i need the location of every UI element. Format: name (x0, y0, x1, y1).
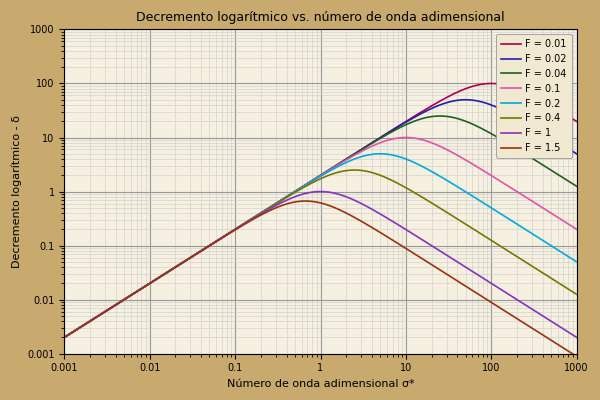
F = 0.2 (61, 335, 68, 340)
Line: F = 0.01: F = 0.01 (64, 84, 577, 337)
F = 1 (368, 207, 375, 212)
F = 0.4 (257, 211, 264, 216)
F = 1.5 (573, 354, 580, 359)
F = 1.5 (257, 213, 264, 218)
F = 1 (61, 335, 68, 340)
F = 0.02 (394, 125, 401, 130)
Legend: F = 0.01, F = 0.02, F = 0.04, F = 0.1, F = 0.2, F = 0.4, F = 1, F = 1.5: F = 0.01, F = 0.02, F = 0.04, F = 0.1, F… (496, 34, 572, 158)
Title: Decremento logarítmico vs. número de onda adimensional: Decremento logarítmico vs. número de ond… (136, 11, 505, 24)
Line: F = 0.2: F = 0.2 (64, 154, 577, 337)
F = 0.2 (443, 178, 451, 183)
F = 1.5 (154, 276, 161, 281)
Line: F = 0.4: F = 0.4 (64, 170, 577, 337)
F = 0.1 (368, 144, 375, 149)
F = 0.01 (61, 335, 68, 340)
F = 0.02 (443, 100, 450, 105)
F = 0.1 (394, 136, 401, 140)
F = 0.1 (482, 170, 489, 174)
F = 0.04 (482, 128, 489, 133)
F = 0.2 (377, 151, 384, 156)
F = 0.01 (443, 95, 450, 100)
X-axis label: Número de onda adimensional σ*: Número de onda adimensional σ* (227, 379, 415, 389)
Y-axis label: Decremento logarítmico - δ: Decremento logarítmico - δ (11, 115, 22, 268)
Line: F = 0.1: F = 0.1 (64, 138, 577, 337)
F = 1 (443, 253, 451, 258)
F = 0.01 (482, 81, 489, 86)
F = 0.04 (154, 276, 161, 281)
F = 0.04 (394, 126, 401, 131)
F = 1.5 (302, 199, 309, 204)
F = 0.2 (154, 276, 161, 281)
F = 0.1 (573, 227, 580, 232)
F = 0.01 (394, 124, 401, 129)
F = 1.5 (368, 225, 375, 230)
F = 0.02 (462, 97, 469, 102)
F = 0.1 (443, 147, 451, 152)
F = 0.4 (368, 170, 375, 175)
F = 0.01 (257, 211, 264, 216)
F = 0.1 (257, 211, 264, 216)
F = 1 (257, 212, 264, 217)
F = 0.4 (351, 168, 358, 172)
F = 0.02 (61, 335, 68, 340)
F = 0.04 (436, 114, 443, 118)
F = 0.2 (368, 152, 375, 157)
F = 0.04 (257, 211, 264, 216)
F = 1 (573, 335, 580, 340)
F = 0.01 (368, 140, 375, 145)
F = 0.2 (573, 260, 580, 264)
F = 0.04 (443, 114, 451, 119)
Line: F = 1.5: F = 1.5 (64, 201, 577, 356)
F = 1.5 (394, 241, 401, 246)
F = 0.02 (573, 152, 580, 156)
F = 1 (482, 277, 489, 282)
F = 0.04 (368, 141, 375, 146)
F = 1 (394, 222, 401, 227)
F = 1 (317, 189, 324, 194)
F = 0.02 (154, 276, 161, 281)
F = 1.5 (443, 272, 451, 276)
F = 0.1 (61, 335, 68, 340)
F = 0.02 (368, 141, 375, 146)
F = 0.04 (573, 184, 580, 189)
F = 0.1 (403, 135, 410, 140)
Line: F = 1: F = 1 (64, 192, 577, 337)
F = 0.2 (482, 202, 489, 207)
F = 0.4 (61, 335, 68, 340)
F = 1.5 (61, 335, 68, 340)
F = 0.04 (61, 335, 68, 340)
F = 0.02 (257, 211, 264, 216)
F = 0.4 (154, 276, 161, 281)
F = 0.4 (394, 181, 401, 186)
F = 0.01 (573, 119, 580, 124)
Line: F = 0.04: F = 0.04 (64, 116, 577, 337)
F = 0.4 (573, 292, 580, 297)
Line: F = 0.02: F = 0.02 (64, 100, 577, 337)
F = 1.5 (482, 296, 489, 301)
F = 0.2 (394, 154, 401, 159)
F = 0.4 (482, 234, 489, 239)
F = 0.01 (154, 276, 161, 281)
F = 0.01 (488, 81, 495, 86)
F = 0.1 (154, 276, 161, 281)
F = 0.2 (257, 211, 264, 216)
F = 1 (154, 276, 161, 281)
F = 0.02 (482, 101, 489, 106)
F = 0.4 (443, 210, 451, 215)
